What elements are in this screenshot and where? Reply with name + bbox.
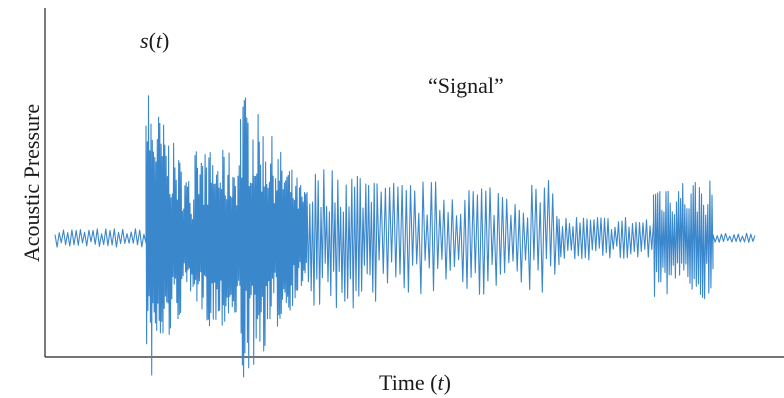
signal-waveform	[54, 95, 756, 378]
annotation-signal: “Signal”	[428, 73, 504, 98]
y-axis-label: Acoustic Pressure	[19, 104, 44, 262]
series-label: s(t)	[140, 28, 169, 53]
x-axis-label: Time (t)	[379, 370, 451, 395]
